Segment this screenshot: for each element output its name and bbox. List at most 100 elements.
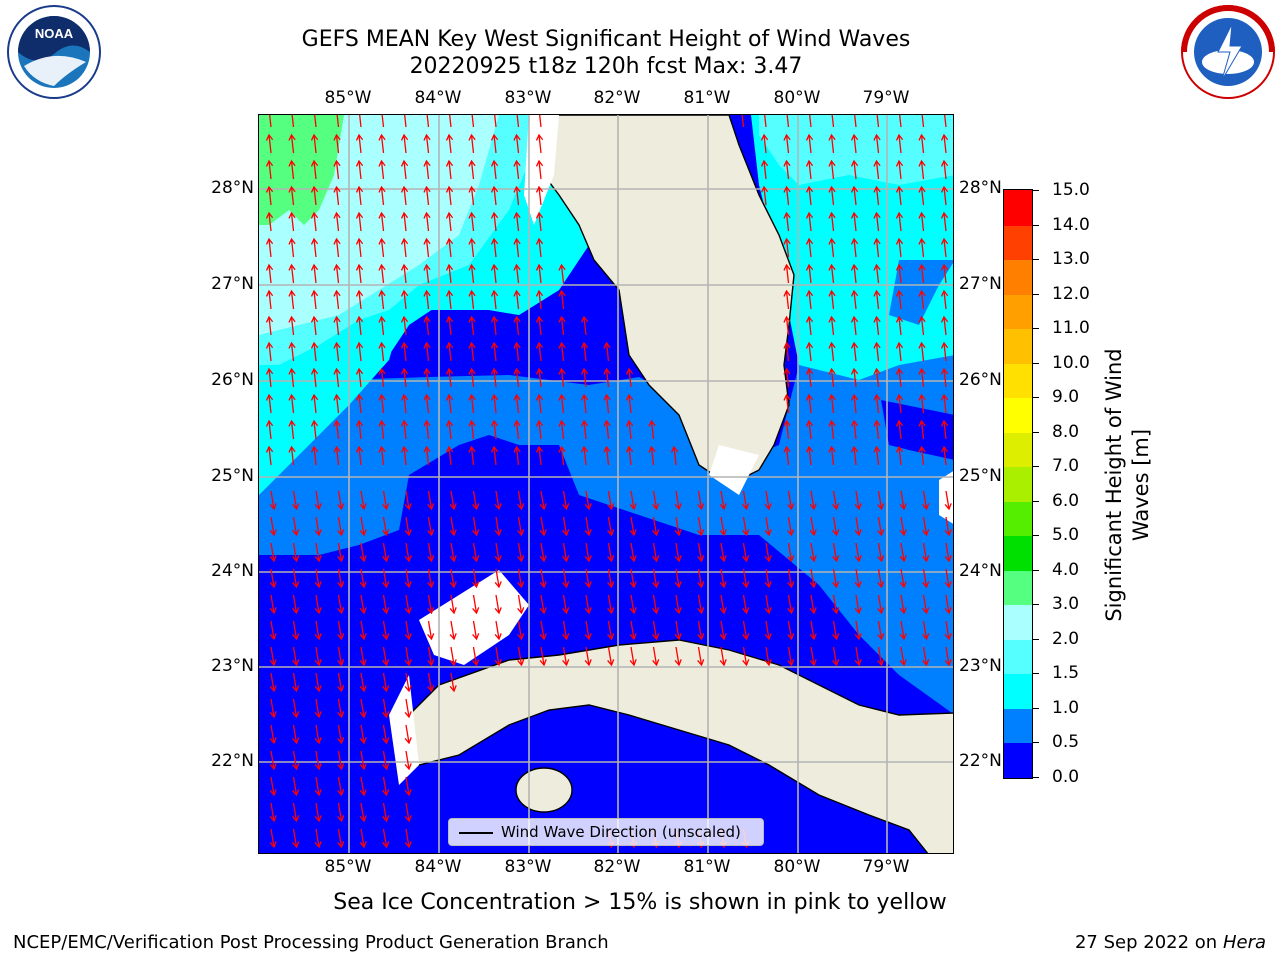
wave-direction-arrowhead xyxy=(265,263,274,271)
wave-direction-arrow xyxy=(380,134,385,154)
wave-direction-arrow xyxy=(360,490,365,510)
wave-direction-arrow xyxy=(764,115,767,128)
wave-direction-arrow xyxy=(292,776,298,796)
wave-direction-arrow xyxy=(493,134,497,154)
wave-direction-arrowhead xyxy=(805,133,814,141)
wave-direction-arrowhead xyxy=(404,529,412,537)
wave-direction-arrow xyxy=(810,490,815,510)
wave-direction-arrowhead xyxy=(805,367,814,375)
wave-direction-arrowhead xyxy=(382,815,390,823)
wave-direction-arrowhead xyxy=(742,607,750,615)
wave-direction-arrowhead xyxy=(513,419,521,427)
wave-direction-arrowhead xyxy=(607,529,615,537)
wave-direction-arrowhead xyxy=(292,737,300,745)
wave-direction-arrowhead xyxy=(445,367,454,375)
wave-direction-arrow xyxy=(921,115,925,128)
wave-direction-arrow xyxy=(808,134,812,154)
lon-label-top: 80°W xyxy=(773,88,821,108)
wave-direction-arrowhead xyxy=(535,341,544,349)
wave-direction-arrow xyxy=(517,516,523,536)
wave-direction-arrowhead xyxy=(404,503,412,511)
wave-direction-arrow xyxy=(358,212,362,232)
colorbar-segment xyxy=(1004,432,1032,468)
wave-direction-arrowhead xyxy=(580,445,589,453)
wave-direction-arrowhead xyxy=(828,211,836,219)
wave-direction-arrow xyxy=(427,516,433,536)
wave-direction-arrow xyxy=(945,516,950,536)
wave-direction-arrow xyxy=(448,186,452,206)
wave-direction-arrowhead xyxy=(337,581,345,589)
wave-direction-arrow xyxy=(337,724,343,744)
wave-direction-arrowhead xyxy=(719,503,727,511)
wave-direction-arrowhead xyxy=(355,393,364,401)
wave-direction-arrowhead xyxy=(468,263,476,271)
wave-direction-arrowhead xyxy=(359,633,367,641)
wave-direction-arrowhead xyxy=(310,159,319,167)
wave-direction-arrow xyxy=(403,342,407,362)
wave-direction-arrow xyxy=(425,290,430,310)
wave-direction-arrow xyxy=(765,646,770,666)
wave-direction-arrowhead xyxy=(809,607,817,615)
wave-direction-arrow xyxy=(470,394,475,414)
wave-direction-arrowhead xyxy=(513,211,521,219)
colorbar-tick xyxy=(1033,397,1039,399)
wave-direction-arrow xyxy=(898,134,902,154)
wave-direction-arrowhead xyxy=(652,633,660,641)
wave-direction-arrowhead xyxy=(355,289,364,297)
wave-direction-arrow xyxy=(875,368,880,388)
wave-direction-arrowhead xyxy=(832,555,840,563)
wave-direction-arrow xyxy=(585,646,590,666)
wave-direction-arrow xyxy=(922,516,928,536)
wave-direction-arrow xyxy=(898,186,902,206)
wave-direction-arrow xyxy=(313,316,317,336)
wave-direction-arrow xyxy=(292,828,298,848)
wave-direction-arrowhead xyxy=(513,133,521,141)
wave-direction-arrowhead xyxy=(828,315,836,323)
lat-label-left: 26°N xyxy=(211,370,254,390)
wave-direction-arrow xyxy=(785,316,790,336)
wave-direction-arrow xyxy=(290,160,295,180)
wave-direction-arrow xyxy=(830,446,835,466)
wave-direction-arrowhead xyxy=(382,841,390,849)
wave-direction-arrow xyxy=(943,316,947,336)
wave-direction-arrowhead xyxy=(445,341,454,349)
wave-direction-arrow xyxy=(652,542,658,562)
wave-direction-arrow xyxy=(538,446,542,466)
wave-direction-arrow xyxy=(785,394,790,414)
wave-direction-arrowhead xyxy=(850,367,859,375)
lat-label-left: 22°N xyxy=(211,751,254,771)
wave-direction-arrow xyxy=(720,516,725,536)
wave-direction-arrow xyxy=(628,446,632,466)
wave-direction-arrowhead xyxy=(382,789,390,797)
wave-direction-arrow xyxy=(335,420,340,440)
wave-direction-arrowhead xyxy=(850,185,859,193)
wave-direction-arrow xyxy=(922,594,928,614)
wave-direction-arrowhead xyxy=(922,581,930,589)
wave-direction-arrowhead xyxy=(310,315,319,323)
wave-direction-arrowhead xyxy=(337,633,345,641)
wave-direction-arrow xyxy=(270,646,275,666)
colorbar-tick-label: 6.0 xyxy=(1052,490,1080,511)
wave-direction-arrow xyxy=(607,490,613,510)
wave-direction-arrow xyxy=(943,186,947,206)
wave-direction-arrow xyxy=(515,368,520,388)
wave-direction-arrow xyxy=(830,290,835,310)
wave-direction-arrow xyxy=(380,264,385,284)
wave-direction-arrowhead xyxy=(742,529,750,537)
wave-direction-arrowhead xyxy=(423,159,431,167)
wave-direction-arrow xyxy=(450,646,455,666)
wave-direction-arrow xyxy=(403,186,407,206)
wave-direction-arrow xyxy=(583,446,587,466)
wave-direction-arrow xyxy=(382,594,388,614)
wave-direction-arrowhead xyxy=(764,607,772,615)
wave-direction-arrowhead xyxy=(400,237,409,245)
wave-direction-arrowhead xyxy=(764,555,772,563)
colorbar-tick-label: 3.0 xyxy=(1052,594,1080,615)
lon-label-bottom: 85°W xyxy=(324,857,372,877)
wave-direction-arrowhead xyxy=(783,367,791,375)
wave-direction-arrowhead xyxy=(535,393,544,401)
wave-direction-arrow xyxy=(562,620,568,640)
wave-direction-arrow xyxy=(380,368,385,388)
wave-direction-arrow xyxy=(697,620,703,640)
wave-direction-arrow xyxy=(855,594,860,614)
